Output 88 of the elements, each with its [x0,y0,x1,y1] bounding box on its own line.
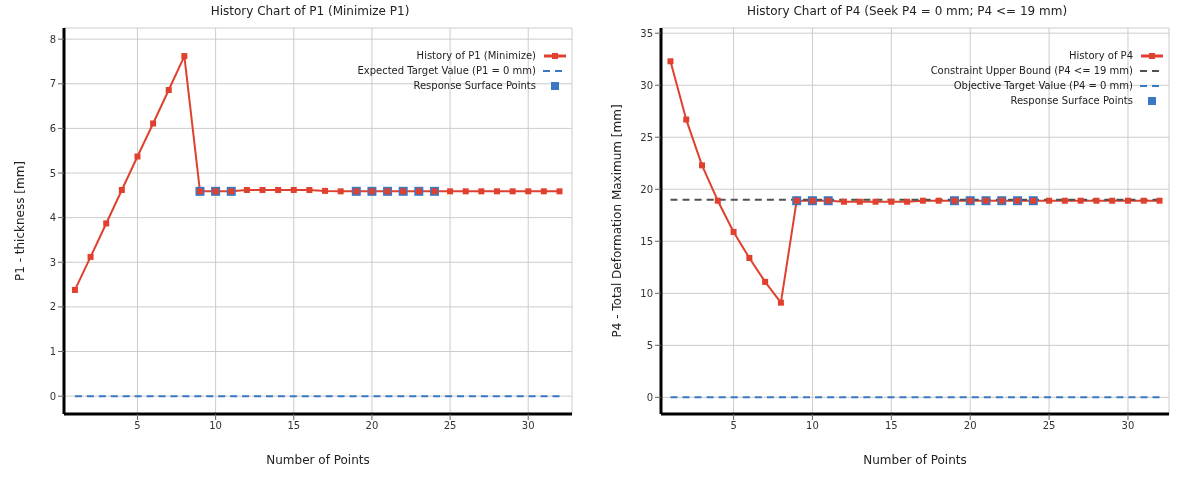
chart-title: History Chart of P4 (Seek P4 = 0 mm; P4 <= 19 mm) [745,4,1069,18]
y-tick-label: 15 [640,235,653,247]
y-tick-label: 20 [640,183,653,195]
point [777,299,784,306]
y-tick-label: 6 [49,122,56,134]
point [118,186,125,193]
legend-label: Objective Target Value (P4 = 0 mm) [953,79,1133,93]
legend-label: History of P4 [1069,49,1133,63]
point [746,254,753,261]
y-axis-title: P1 - thickness [mm] [13,160,28,282]
x-axis-title: Number of Points [863,453,967,467]
point [322,187,329,194]
point [841,198,848,205]
x-tick-label: 15 [884,420,898,432]
point [275,186,282,193]
point [683,116,690,123]
x-tick-label: 10 [209,420,222,432]
x-tick-label: 5 [730,420,737,432]
point [1061,197,1068,204]
point [556,188,563,195]
y-tick-label: 1 [49,346,56,358]
point [1046,197,1053,204]
point [103,220,110,227]
point [904,198,911,205]
point [1109,197,1116,204]
y-tick-label: 7 [49,78,56,90]
x-tick-label: 25 [443,420,457,432]
point [525,188,532,195]
y-tick-label: 5 [646,339,653,351]
legend-label: Response Surface Points [413,79,536,93]
point [872,198,879,205]
point [71,286,78,293]
x-tick-label: 20 [365,420,379,432]
y-tick-label: 3 [49,256,56,268]
y-tick-label: 4 [49,212,56,224]
x-tick-label: 15 [287,420,301,432]
chart-title: History Chart of P1 (Minimize P1) [209,4,411,18]
y-tick-label: 8 [49,33,56,45]
y-tick-label: 0 [646,391,653,403]
point [935,197,942,204]
x-tick-label: 5 [134,420,141,432]
y-tick-label: 30 [640,79,653,91]
legend-label: Constraint Upper Bound (P4 <= 19 mm) [930,64,1133,78]
y-tick-label: 2 [49,301,56,313]
point [856,198,863,205]
point [1077,197,1084,204]
point [134,153,141,160]
point [493,188,500,195]
x-tick-label: 20 [963,420,977,432]
point [259,186,266,193]
point [290,186,297,193]
point [337,188,344,195]
legend-label: History of P1 (Minimize) [416,49,536,63]
x-tick-label: 25 [1042,420,1056,432]
y-tick-label: 5 [49,167,56,179]
point [762,278,769,285]
x-axis-title: Number of Points [266,453,370,467]
y-tick-label: 10 [640,287,653,299]
point [714,197,721,204]
x-tick-label: 30 [1121,420,1135,432]
point [1093,197,1100,204]
point [540,188,547,195]
point [87,253,94,260]
x-tick-label: 30 [521,420,535,432]
point [1140,197,1147,204]
point [462,188,469,195]
point [699,162,706,169]
y-tick-label: 0 [49,390,56,402]
point [888,198,895,205]
point [243,186,250,193]
point [1124,197,1131,204]
legend-label: Expected Target Value (P1 = 0 mm) [357,64,536,78]
point [730,228,737,235]
legend-label: Response Surface Points [1010,94,1133,108]
x-tick-label: 10 [806,420,819,432]
point [667,58,674,65]
point [1156,197,1163,204]
point [150,120,157,127]
point [306,186,313,193]
point [919,197,926,204]
point [447,188,454,195]
point [478,188,485,195]
point [165,87,172,94]
point [509,188,516,195]
y-axis-title: P4 - Total Deformation Maximum [mm] [610,104,625,338]
point [181,53,188,60]
y-tick-label: 35 [640,27,653,39]
y-tick-label: 25 [640,131,653,143]
